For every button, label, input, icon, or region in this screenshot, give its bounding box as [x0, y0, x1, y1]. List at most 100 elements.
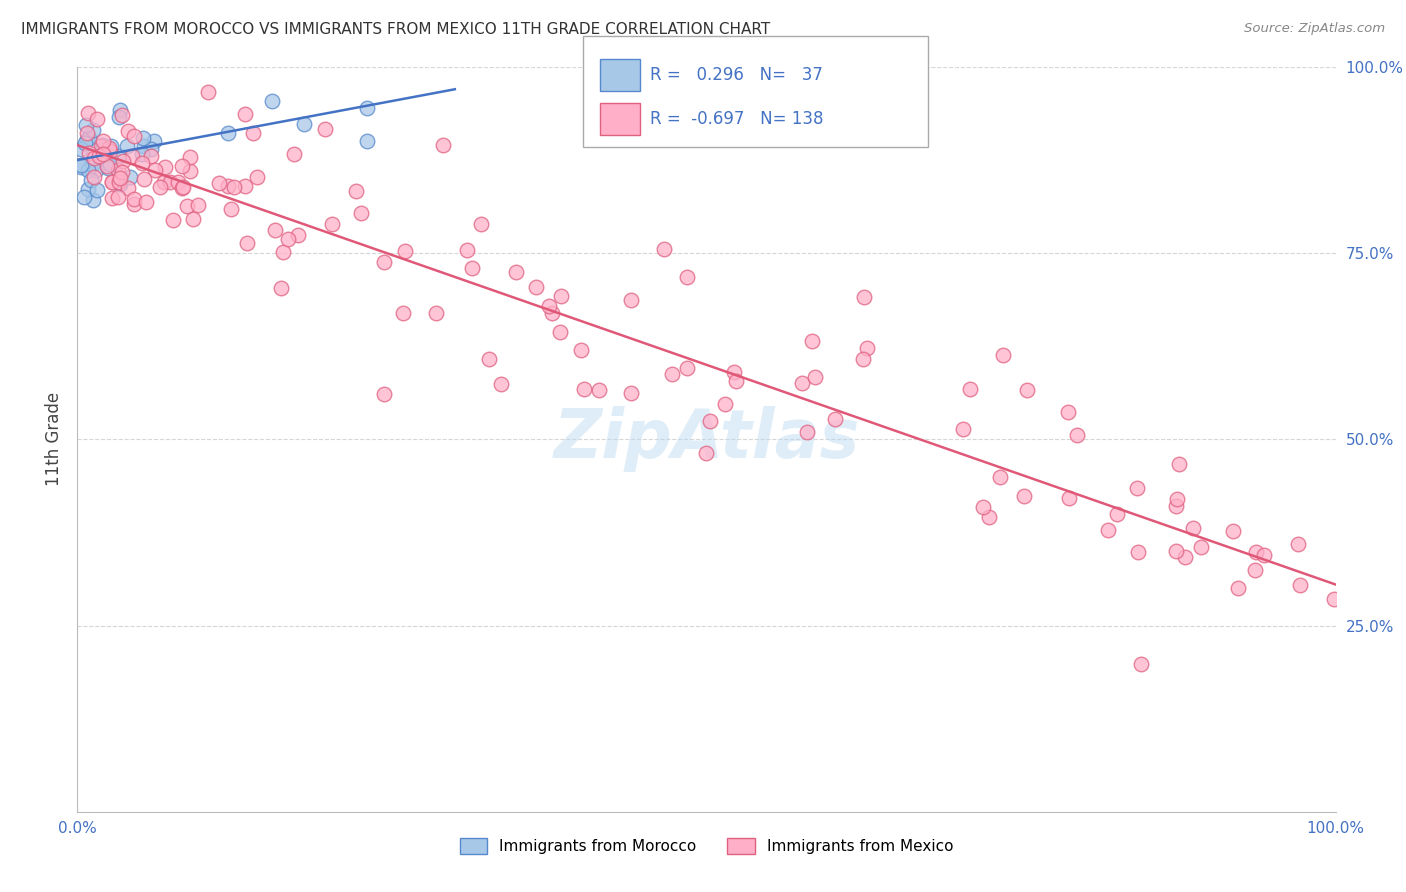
- Point: [108, 177, 131, 191]
- Point: [373, 255, 395, 269]
- Point: [1066, 428, 1088, 442]
- Point: [988, 469, 1011, 483]
- Point: [143, 134, 166, 148]
- Point: [262, 94, 284, 108]
- Point: [1128, 545, 1150, 559]
- Point: [321, 217, 343, 231]
- Point: [344, 184, 367, 198]
- Point: [695, 446, 717, 460]
- Point: [197, 85, 219, 99]
- Point: [145, 162, 167, 177]
- Point: [107, 175, 129, 189]
- Point: [219, 202, 242, 216]
- Point: [82, 123, 104, 137]
- Text: R =   0.296   N=   37: R = 0.296 N= 37: [650, 66, 823, 84]
- Point: [550, 289, 572, 303]
- Point: [73, 190, 96, 204]
- Point: [620, 293, 643, 308]
- Point: [1253, 549, 1275, 563]
- Point: [1164, 543, 1187, 558]
- Point: [1323, 591, 1346, 606]
- Point: [233, 178, 256, 193]
- Point: [1226, 581, 1249, 595]
- Point: [652, 242, 675, 256]
- Point: [723, 365, 745, 379]
- Point: [170, 159, 193, 173]
- Point: [86, 112, 108, 126]
- Point: [392, 306, 415, 320]
- Point: [107, 190, 129, 204]
- Point: [541, 306, 564, 320]
- Point: [91, 146, 114, 161]
- Text: IMMIGRANTS FROM MOROCCO VS IMMIGRANTS FROM MEXICO 11TH GRADE CORRELATION CHART: IMMIGRANTS FROM MOROCCO VS IMMIGRANTS FR…: [21, 22, 770, 37]
- Point: [172, 180, 194, 194]
- Point: [548, 325, 571, 339]
- Point: [101, 175, 124, 189]
- Point: [73, 136, 96, 150]
- Text: ZipAtlas: ZipAtlas: [554, 407, 859, 472]
- Point: [314, 121, 336, 136]
- Point: [1017, 383, 1039, 397]
- Point: [292, 117, 315, 131]
- Point: [246, 170, 269, 185]
- Point: [1057, 405, 1080, 419]
- Point: [263, 223, 285, 237]
- Point: [134, 172, 156, 186]
- Point: [132, 131, 155, 145]
- Point: [172, 181, 194, 195]
- Point: [277, 232, 299, 246]
- Point: [432, 138, 454, 153]
- Point: [115, 139, 138, 153]
- Point: [491, 376, 513, 391]
- Point: [1166, 491, 1188, 506]
- Point: [271, 244, 294, 259]
- Text: Source: ZipAtlas.com: Source: ZipAtlas.com: [1244, 22, 1385, 36]
- Point: [167, 175, 190, 189]
- Point: [217, 179, 239, 194]
- Point: [478, 351, 501, 366]
- Point: [222, 179, 245, 194]
- Point: [661, 367, 683, 381]
- Point: [972, 500, 994, 514]
- Point: [77, 131, 100, 145]
- Point: [141, 148, 163, 162]
- Point: [824, 412, 846, 426]
- Point: [83, 169, 105, 184]
- Point: [287, 227, 309, 242]
- Point: [856, 342, 879, 356]
- Point: [176, 198, 198, 212]
- Point: [1057, 491, 1080, 506]
- Point: [574, 382, 596, 396]
- Point: [89, 138, 111, 153]
- Point: [90, 137, 112, 152]
- Point: [111, 164, 134, 178]
- Point: [217, 127, 239, 141]
- Point: [131, 155, 153, 169]
- Point: [134, 138, 156, 153]
- Text: R =  -0.697   N= 138: R = -0.697 N= 138: [650, 111, 823, 128]
- Point: [131, 146, 153, 161]
- Point: [356, 101, 378, 115]
- Point: [1097, 523, 1119, 537]
- Point: [96, 159, 118, 173]
- Point: [425, 306, 447, 320]
- Point: [373, 386, 395, 401]
- Point: [470, 217, 492, 231]
- Point: [117, 181, 139, 195]
- Point: [108, 110, 131, 124]
- Point: [1286, 537, 1309, 551]
- Legend: Immigrants from Morocco, Immigrants from Mexico: Immigrants from Morocco, Immigrants from…: [454, 831, 959, 860]
- Point: [1014, 489, 1036, 503]
- Point: [804, 370, 827, 384]
- Point: [97, 141, 120, 155]
- Point: [135, 194, 157, 209]
- Point: [187, 198, 209, 212]
- Point: [1222, 524, 1244, 539]
- Point: [80, 173, 103, 187]
- Point: [1126, 481, 1149, 495]
- Point: [70, 160, 93, 174]
- Point: [98, 156, 121, 170]
- Point: [124, 129, 146, 144]
- Point: [86, 183, 108, 197]
- Point: [235, 106, 257, 120]
